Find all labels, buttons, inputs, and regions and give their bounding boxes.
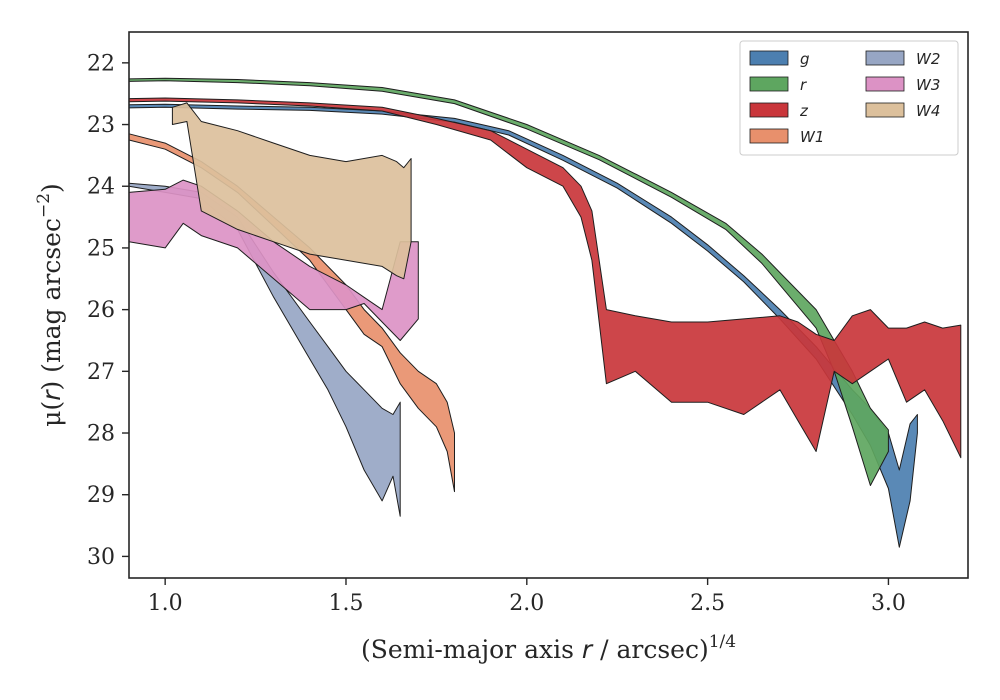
x-axis-label-var: r bbox=[582, 635, 594, 664]
legend-label-W2: W2 bbox=[916, 50, 940, 68]
legend-label-W3: W3 bbox=[916, 76, 940, 94]
x-tick-label: 1.5 bbox=[328, 591, 363, 616]
x-tick-label: 1.0 bbox=[148, 591, 183, 616]
legend-label-W4: W4 bbox=[916, 102, 940, 120]
x-axis-label-prefix: (Semi-major axis bbox=[361, 635, 582, 664]
y-axis-label: μ(r) (mag arcsec−2) bbox=[34, 183, 66, 427]
legend-swatch-W2 bbox=[865, 50, 905, 66]
legend-label-g: g bbox=[800, 50, 810, 68]
y-axis-label-var: r bbox=[37, 389, 66, 401]
legend-label-z: z bbox=[799, 102, 809, 120]
x-axis-label-exponent: 1/4 bbox=[709, 632, 736, 652]
legend-box bbox=[739, 40, 959, 156]
x-tick-label: 3.0 bbox=[871, 591, 906, 616]
legend-swatch-r bbox=[749, 76, 789, 92]
legend-label-W1: W1 bbox=[800, 128, 824, 146]
legend-swatch-W4 bbox=[865, 102, 905, 118]
legend-swatch-W3 bbox=[865, 76, 905, 92]
y-axis-label-prefix: μ( bbox=[37, 401, 66, 427]
series-areas bbox=[128, 77, 962, 548]
x-axis-label: (Semi-major axis r / arcsec)1/4 bbox=[361, 632, 736, 664]
legend-swatch-z bbox=[749, 102, 789, 118]
y-tick-label: 24 bbox=[87, 175, 115, 200]
y-tick-label: 28 bbox=[87, 422, 115, 447]
plot-frame bbox=[128, 31, 969, 579]
y-tick-label: 25 bbox=[87, 236, 115, 261]
y-axis-label-exponent: −2 bbox=[34, 193, 54, 218]
y-axis-label-close: ) bbox=[37, 183, 66, 193]
x-axis: 1.0 1.5 2.0 2.5 3.0 bbox=[148, 578, 906, 616]
legend-label-r: r bbox=[800, 76, 807, 94]
y-tick-label: 26 bbox=[87, 298, 115, 323]
legend-swatch-W1 bbox=[749, 128, 789, 144]
series-band-z bbox=[128, 97, 962, 459]
x-axis-label-suffix: / arcsec) bbox=[592, 635, 709, 664]
y-tick-label: 30 bbox=[87, 545, 115, 570]
y-tick-label: 27 bbox=[87, 360, 115, 385]
x-tick-label: 2.5 bbox=[690, 591, 725, 616]
x-tick-label: 2.0 bbox=[509, 591, 544, 616]
y-tick-label: 23 bbox=[87, 113, 115, 138]
y-tick-label: 29 bbox=[87, 483, 115, 508]
y-tick-label: 22 bbox=[87, 51, 115, 76]
y-axis: 22 23 24 25 26 27 28 29 30 bbox=[87, 51, 129, 570]
series-band-W4 bbox=[171, 102, 412, 280]
series-band-r bbox=[128, 77, 889, 486]
legend-swatch-g bbox=[749, 50, 789, 66]
legend: grz W1 W2 W3 W4 bbox=[739, 40, 959, 156]
y-axis-label-unit: ) (mag arcsec bbox=[37, 218, 66, 391]
